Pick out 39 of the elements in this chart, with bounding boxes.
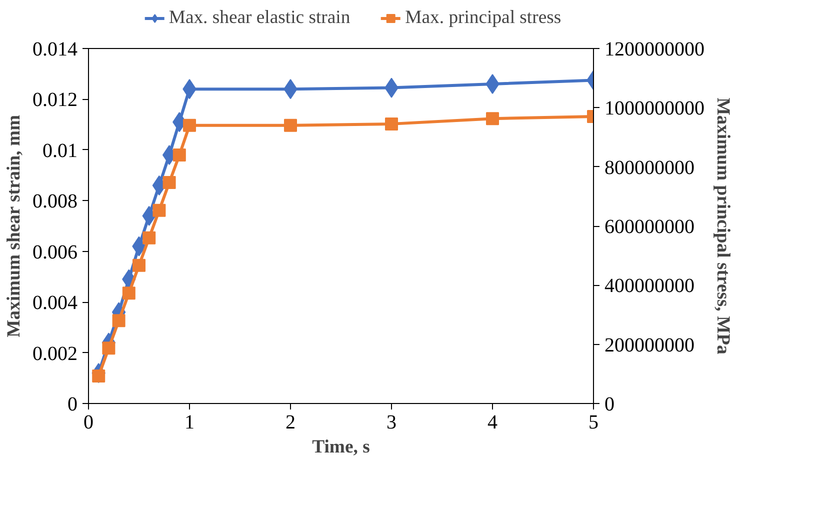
legend-label: Max. shear elastic strain [168, 7, 350, 29]
y2-tick-label: 800000000 [604, 156, 694, 179]
point [132, 258, 146, 272]
point [183, 118, 196, 132]
y2-tick-label: 200000000 [604, 334, 694, 356]
point [112, 314, 126, 328]
point [122, 286, 136, 300]
x-tick-label: 4 [488, 412, 498, 434]
y-tick-label: 0.01 [42, 140, 78, 162]
point [486, 74, 500, 94]
x-tick-label: 0 [84, 412, 94, 434]
x-tick-label: 3 [386, 412, 396, 434]
point [162, 176, 176, 190]
y-tick-label: 0.012 [32, 89, 78, 112]
y2-tick-label: 400000000 [604, 275, 694, 298]
y2-tick-label: 0 [604, 394, 614, 416]
x-tick-label: 1 [184, 412, 194, 434]
x-tick-label: 2 [286, 412, 296, 434]
y2-tick-label: 1200000000 [604, 38, 704, 60]
point [284, 118, 297, 132]
point [486, 112, 499, 126]
x-tick-label: 5 [588, 412, 598, 434]
y-tick-label: 0.008 [32, 190, 78, 213]
y2-axis-title: Maximum principal stress, MPa [712, 98, 734, 356]
point [172, 148, 186, 162]
point [385, 117, 398, 130]
point [152, 204, 166, 217]
y2-tick-label: 600000000 [604, 216, 694, 238]
y-tick-label: 0 [68, 394, 78, 416]
y2-tick-label: 1000000000 [604, 98, 704, 120]
x-axis-title: Time, s [312, 436, 370, 458]
y-axis-title: Maximum shear strain, mm [4, 114, 24, 338]
y-tick-label: 0.002 [32, 342, 78, 365]
y-tick-label: 0.014 [32, 38, 78, 60]
y-tick-label: 0.004 [32, 292, 78, 314]
legend-label: Max. principal stress [405, 7, 562, 29]
point [142, 231, 156, 244]
point [102, 342, 116, 355]
y-tick-label: 0.006 [32, 241, 78, 264]
